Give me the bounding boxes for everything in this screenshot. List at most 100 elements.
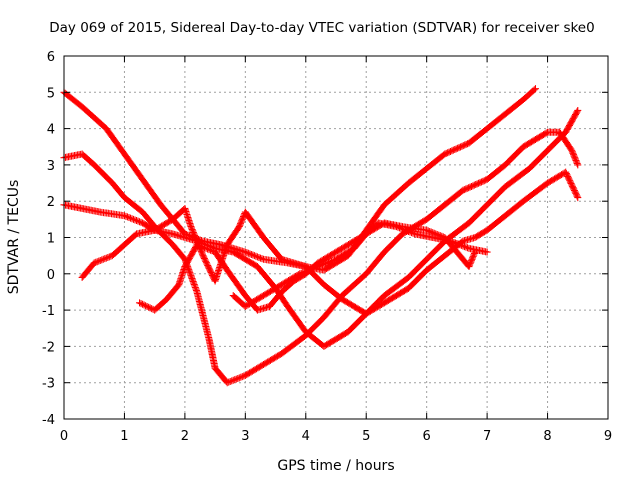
x-tick-label: 5: [362, 429, 370, 444]
data-point: [321, 260, 329, 268]
data-point: [397, 224, 405, 232]
data-point: [208, 247, 216, 255]
data-point: [453, 240, 461, 248]
data-point: [305, 266, 313, 274]
data-point: [231, 376, 239, 384]
data-point: [125, 214, 133, 222]
data-point: [327, 257, 335, 265]
data-point: [299, 269, 307, 277]
data-point: [324, 258, 332, 266]
data-point: [255, 253, 263, 261]
data-point: [297, 269, 305, 277]
data-point: [258, 255, 266, 263]
y-tick-label: -4: [42, 413, 55, 428]
data-point: [252, 252, 260, 260]
data-point: [447, 237, 455, 245]
data-point: [99, 255, 107, 263]
data-point: [406, 228, 414, 236]
data-point: [145, 303, 153, 311]
data-point: [568, 146, 576, 154]
data-point: [198, 243, 206, 251]
data-point: [105, 253, 113, 261]
data-point: [196, 242, 204, 250]
data-point: [296, 270, 304, 278]
data-point: [330, 256, 338, 264]
series-arc-f: [229, 219, 491, 310]
data-point: [123, 213, 131, 221]
data-point: [423, 226, 431, 234]
data-point: [131, 216, 139, 224]
data-point: [202, 244, 210, 252]
data-point: [315, 262, 323, 270]
data-point: [462, 243, 470, 251]
x-tick-label: 3: [241, 429, 249, 444]
data-point: [571, 155, 579, 163]
y-tick-label: 6: [47, 50, 55, 65]
data-point: [243, 249, 251, 257]
data-point: [140, 301, 148, 309]
data-point: [451, 239, 459, 247]
data-point: [456, 241, 464, 249]
data-point: [250, 252, 258, 260]
data-point: [318, 261, 326, 269]
data-point: [450, 238, 458, 246]
data-point: [136, 299, 144, 307]
data-point: [143, 302, 151, 310]
x-tick-label: 4: [302, 429, 310, 444]
series-arc-c: [60, 106, 582, 350]
data-point: [394, 223, 402, 231]
data-point: [225, 378, 233, 386]
data-point: [317, 261, 325, 269]
data-point: [191, 233, 199, 241]
x-axis-title: GPS time / hours: [277, 458, 394, 474]
x-tick-label: 2: [181, 429, 189, 444]
data-point: [96, 256, 104, 264]
data-point: [205, 246, 213, 254]
x-tick-label: 9: [604, 429, 612, 444]
data-point: [329, 256, 337, 264]
data-point: [120, 212, 128, 220]
data-point: [228, 377, 236, 385]
data-point: [294, 271, 302, 279]
data-point: [463, 244, 471, 252]
y-tick-label: 5: [47, 86, 55, 101]
data-point: [246, 250, 254, 258]
data-point: [136, 218, 144, 226]
data-point: [128, 215, 136, 223]
data-point: [234, 374, 242, 382]
data-point: [241, 248, 249, 256]
data-point: [311, 264, 319, 272]
data-point: [95, 257, 103, 265]
series-arc-b: [60, 128, 582, 387]
data-point: [573, 159, 581, 167]
data-point: [468, 255, 476, 263]
data-point: [92, 258, 100, 266]
data-point: [193, 241, 201, 249]
data-point: [467, 258, 475, 266]
data-point: [326, 258, 334, 266]
data-point: [102, 254, 110, 262]
data-point: [466, 260, 474, 268]
data-point: [188, 226, 196, 234]
data-point: [133, 217, 141, 225]
data-point: [459, 242, 467, 250]
x-tick-label: 7: [483, 429, 491, 444]
data-point: [122, 212, 130, 220]
y-tick-label: 4: [47, 123, 55, 138]
x-tick-label: 1: [120, 429, 128, 444]
data-point: [308, 265, 316, 273]
data-point: [226, 377, 234, 385]
data-point: [467, 257, 475, 265]
data-point: [469, 252, 477, 260]
data-point: [104, 253, 112, 261]
data-point: [403, 227, 411, 235]
data-point: [320, 260, 328, 268]
data-point: [238, 373, 246, 381]
data-point: [572, 157, 580, 165]
data-point: [201, 244, 209, 252]
axis-ticks: 0 1 2 3 4 5 6 7 8 9 -4 -3 -2 -1 0 1 2 3 4 5 6: [42, 50, 612, 444]
data-point: [400, 226, 408, 234]
data-point: [573, 192, 581, 200]
data-point: [398, 225, 406, 233]
data-point: [409, 229, 417, 237]
